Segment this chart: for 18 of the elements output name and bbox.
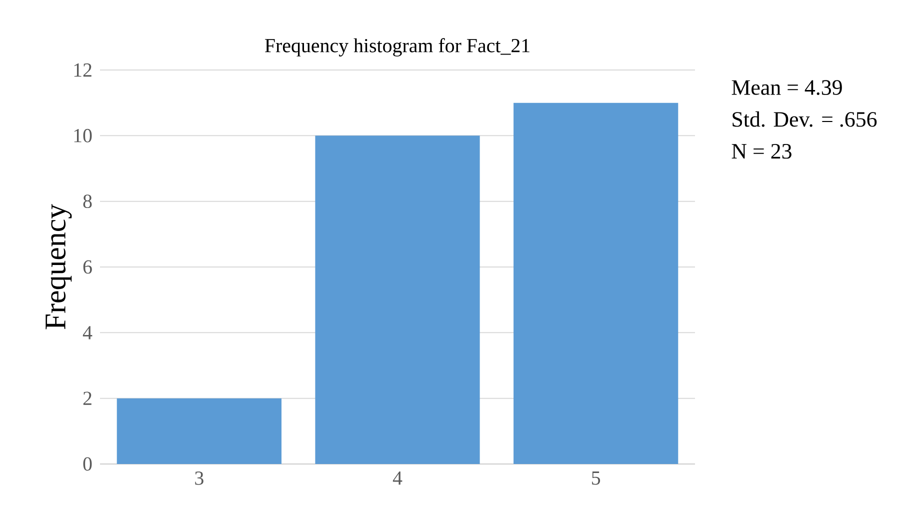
y-tick-label: 4 — [82, 326, 92, 340]
bar — [514, 102, 678, 464]
x-tick-label: 4 — [392, 472, 402, 485]
y-tick-label: 6 — [83, 260, 92, 274]
bar — [315, 136, 480, 464]
y-tick-label: 12 — [74, 63, 92, 77]
y-tick-label: 2 — [83, 392, 92, 405]
y-axis-title: Frequency — [46, 204, 72, 330]
y-tick-label: 8 — [83, 194, 92, 208]
chart-title: Frequency histogram for Fact_21 — [265, 38, 530, 56]
x-tick-label: 5 — [592, 472, 600, 485]
y-tick-label: 10 — [74, 128, 92, 142]
text: Std. Dev. = .656 — [732, 111, 877, 127]
bar — [116, 398, 282, 464]
text: Mean = 4.39 — [732, 80, 842, 96]
x-tick-label: 3 — [195, 472, 204, 485]
y-tick-label: 0 — [83, 457, 92, 471]
text: N = 23 — [732, 144, 792, 159]
